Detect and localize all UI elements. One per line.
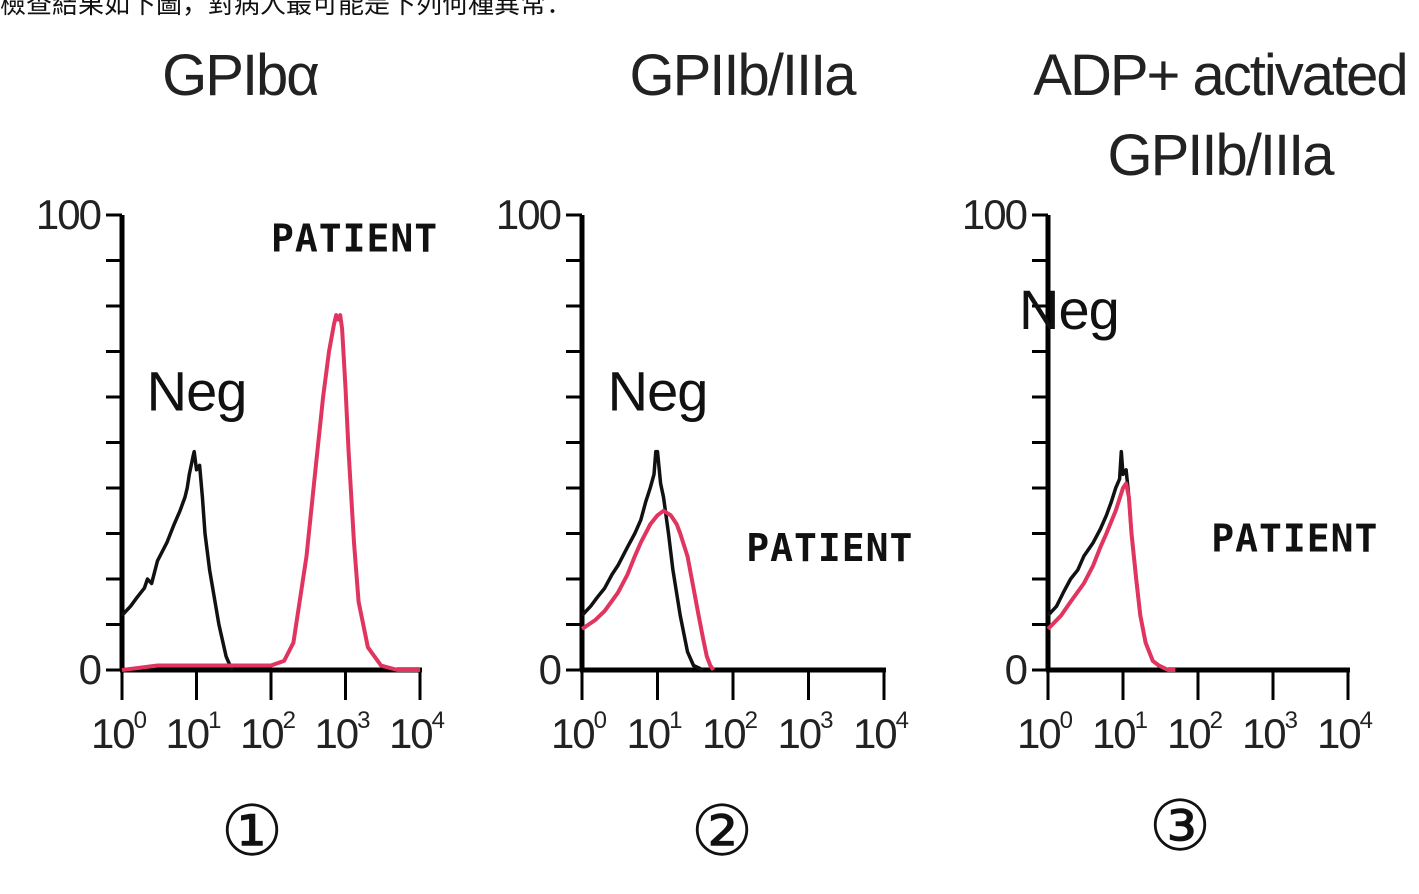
series-line-neg	[1046, 449, 1169, 672]
question-text: 檢查結果如下圖，對病人最可能是下列何種異常：	[0, 0, 573, 20]
x-tick-label: 103	[314, 707, 370, 757]
patient-label: PATIENT	[271, 216, 438, 260]
x-tick-label: 104	[389, 707, 445, 757]
x-tick-label: 103	[777, 707, 833, 757]
neg-label: Neg	[147, 360, 247, 423]
chart-panel-1: GPIbα 0 100 100 101 102 103 104 Neg PATIENT ①	[36, 43, 447, 872]
series-line-neg	[580, 449, 704, 672]
y-tick-label: 0	[79, 646, 101, 693]
x-tick-label: 104	[1317, 707, 1373, 757]
patient-label: PATIENT	[1211, 517, 1378, 561]
x-tick-label: 100	[91, 707, 147, 757]
patient-label: PATIENT	[746, 526, 913, 570]
x-tick-label: 100	[551, 707, 607, 757]
y-tick-label: 100	[496, 191, 561, 238]
x-tick-label: 102	[240, 707, 296, 757]
series-line-patient	[580, 508, 716, 672]
x-tick-label: 101	[1092, 707, 1148, 757]
panel-number: ①	[221, 790, 284, 872]
chart-title-line: GPIIb/IIIa	[630, 43, 858, 108]
x-tick-label: 100	[1017, 707, 1073, 757]
chart-panel-3: ADP+ activated GPIIb/IIIa 0 100 100 101 102 103…	[962, 43, 1409, 867]
chart-title-line: GPIbα	[162, 43, 318, 108]
x-tick-label: 101	[165, 707, 221, 757]
y-tick-label: 0	[1005, 646, 1027, 693]
neg-label: Neg	[608, 360, 708, 423]
y-tick-label: 100	[36, 191, 101, 238]
x-tick-label: 103	[1242, 707, 1298, 757]
x-tick-label: 104	[853, 707, 909, 757]
panel-number: ②	[691, 790, 754, 872]
series-line-neg	[120, 449, 234, 671]
chart-title-line: ADP+ activated	[1033, 43, 1406, 108]
chart-panel-2: GPIIb/IIIa 0 100 100 101 102 103 104 Neg PATIENT ②	[496, 43, 913, 872]
y-tick-label: 100	[962, 191, 1027, 238]
x-tick-label: 102	[1167, 707, 1223, 757]
y-tick-label: 0	[539, 646, 561, 693]
series-line-patient	[1046, 481, 1176, 672]
x-tick-label: 102	[702, 707, 758, 757]
panel-number: ③	[1149, 785, 1212, 867]
chart-title-line: GPIIb/IIIa	[1108, 123, 1336, 188]
series-line-patient	[121, 313, 420, 672]
x-tick-label: 101	[626, 707, 682, 757]
neg-label: Neg	[1019, 278, 1119, 341]
